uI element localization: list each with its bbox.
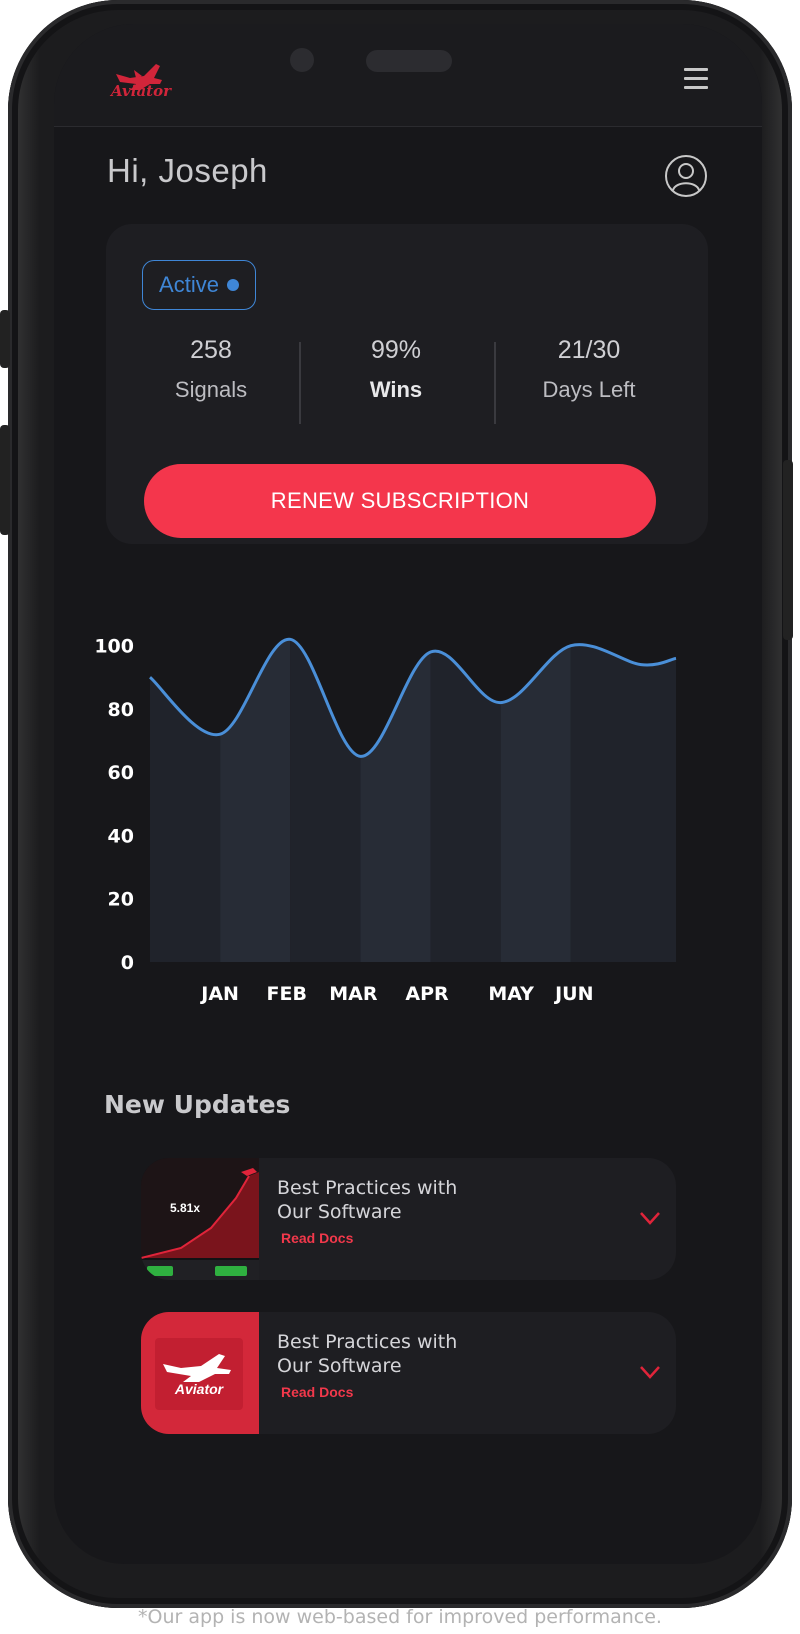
top-bar: Aviator <box>54 24 762 127</box>
update-title: Best Practices with Our Software <box>277 1176 537 1224</box>
stat-divider <box>299 342 301 424</box>
x-tick-label: FEB <box>267 983 307 1005</box>
status-label: Active <box>159 272 219 297</box>
chart-area-band <box>150 639 221 962</box>
aviator-logo-thumbnail: Aviator <box>141 1312 259 1434</box>
phone-side-button <box>783 460 793 640</box>
y-tick-label: 100 <box>94 636 134 658</box>
aviator-logo-text: Aviator <box>174 1381 225 1397</box>
update-title-line: Our Software <box>277 1355 402 1377</box>
y-tick-label: 0 <box>121 952 134 974</box>
y-tick-label: 40 <box>108 825 134 847</box>
update-card[interactable]: 5.81x Best Practices with Our Software R… <box>141 1158 676 1280</box>
y-tick-label: 20 <box>108 889 134 911</box>
x-tick-label: MAY <box>488 983 534 1005</box>
read-docs-link[interactable]: Read Docs <box>281 1384 354 1400</box>
stat-value: 258 <box>190 336 232 364</box>
chart-area-band <box>570 639 676 962</box>
x-tick-label: JAN <box>199 983 239 1005</box>
subscription-card: Active 258 Signals 99% Wins 21/30 Days L… <box>106 224 708 544</box>
chart-area-band <box>360 639 431 962</box>
user-circle-icon[interactable] <box>664 154 708 198</box>
chart-area-band <box>500 639 571 962</box>
stat-label: Wins <box>369 377 423 402</box>
app-screen: Aviator Hi, Joseph Active 258 Signals <box>54 24 762 1564</box>
stat-label: Signals <box>174 377 248 402</box>
y-tick-label: 80 <box>108 699 134 721</box>
update-title-line: Best Practices with <box>277 1331 458 1353</box>
chart-series-line <box>148 637 677 758</box>
status-dot-icon <box>226 279 239 291</box>
new-updates-title: New Updates <box>104 1090 291 1119</box>
stat-label: Days Left <box>542 377 636 402</box>
phone-side-button <box>0 310 10 368</box>
update-title-line: Our Software <box>277 1201 402 1223</box>
stat-signals: 258 Signals <box>126 336 296 403</box>
x-tick-label: APR <box>405 983 449 1005</box>
game-screenshot-thumbnail: 5.81x <box>141 1158 259 1280</box>
chevron-down-icon[interactable] <box>639 1210 661 1226</box>
x-tick-label: JUN <box>553 983 593 1005</box>
hamburger-menu-icon[interactable] <box>684 68 708 90</box>
performance-chart: 0 20 40 60 80 100 JAN FEB MAR APR MAY JUN <box>94 636 677 1005</box>
update-title-line: Best Practices with <box>277 1177 458 1199</box>
chart-area-band <box>430 639 501 962</box>
read-docs-link[interactable]: Read Docs <box>281 1230 354 1246</box>
phone-side-button <box>0 425 10 535</box>
status-badge: Active <box>142 260 256 310</box>
chart-area-band <box>220 639 291 962</box>
update-title: Best Practices with Our Software <box>277 1330 537 1378</box>
footer-note: *Our app is now web-based for improved p… <box>138 1606 662 1628</box>
stat-wins: 99% Wins <box>311 336 481 403</box>
camera-notch <box>290 48 314 72</box>
greeting-title: Hi, Joseph <box>107 152 268 189</box>
aviator-plane-icon <box>116 64 162 90</box>
y-tick-label: 60 <box>108 762 134 784</box>
phone-frame: Aviator Hi, Joseph Active 258 Signals <box>0 0 793 1608</box>
logo-text: Aviator <box>111 82 171 100</box>
stat-value: 99% <box>370 336 422 364</box>
renew-subscription-button[interactable]: RENEW SUBSCRIPTION <box>144 464 656 538</box>
x-tick-label: MAR <box>329 983 378 1005</box>
stat-value: 21/30 <box>557 336 621 364</box>
chevron-down-icon[interactable] <box>639 1364 661 1380</box>
update-card[interactable]: Aviator Best Practices with Our Software… <box>141 1312 676 1434</box>
speaker-notch <box>366 50 452 72</box>
stat-days-left: 21/30 Days Left <box>504 336 674 403</box>
multiplier-label: 5.81x <box>170 1201 200 1215</box>
stat-divider <box>494 342 496 424</box>
